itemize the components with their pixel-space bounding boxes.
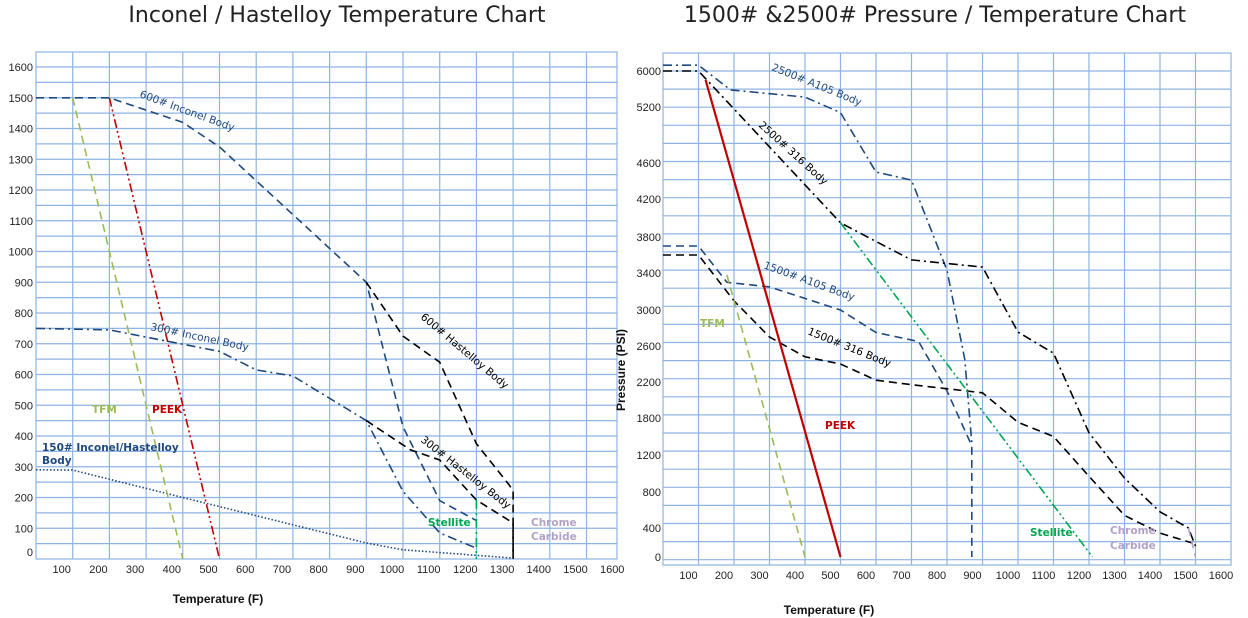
series-2500-316-body xyxy=(663,70,1197,547)
y-tick-label: 800 xyxy=(15,308,33,320)
y-tick-label: 2600 xyxy=(637,341,661,353)
series-chrome-carbide xyxy=(1187,527,1197,558)
x-tick-label: 900 xyxy=(963,570,981,582)
y-tick-label: 3800 xyxy=(637,232,661,244)
right-y-axis-label: Pressure (PSI) xyxy=(614,329,628,411)
label-peek: PEEK xyxy=(825,420,856,432)
series-peek xyxy=(108,97,221,560)
y-tick-label: 400 xyxy=(643,523,661,535)
label-chrome-carbide-line2: Carbide xyxy=(531,531,577,543)
label-tfm: TFM xyxy=(92,404,117,416)
y-tick-label: 1100 xyxy=(9,216,33,228)
y-tick-label: 1800 xyxy=(637,413,661,425)
x-tick-label: 600 xyxy=(236,564,254,576)
label-peek: PEEK xyxy=(152,404,183,416)
left-chart: 100 200 300 400 500 600 700 800 900 1000 1100 1200 1… xyxy=(9,51,624,576)
x-tick-label: 1200 xyxy=(1067,570,1091,582)
x-tick-label: 200 xyxy=(89,564,107,576)
x-tick-label: 500 xyxy=(821,570,839,582)
series-600-hastelloy-body xyxy=(365,281,514,559)
x-tick-label: 100 xyxy=(53,564,71,576)
y-tick-label: 3000 xyxy=(637,305,661,317)
x-tick-label: 200 xyxy=(715,570,733,582)
y-tick-label: 1200 xyxy=(9,185,33,197)
series-peek xyxy=(704,79,842,558)
y-tick-label: 300 xyxy=(15,462,33,474)
series-stellite xyxy=(839,222,1094,558)
series-1500-316-body xyxy=(663,254,1196,545)
x-tick-label: 900 xyxy=(346,564,364,576)
y-tick-label: 1300 xyxy=(9,154,33,166)
y-tick-label: 0 xyxy=(27,547,33,559)
x-tick-label: 1200 xyxy=(453,564,477,576)
x-tick-label: 800 xyxy=(309,564,327,576)
label-tfm: TFM xyxy=(700,318,725,330)
x-tick-label: 1300 xyxy=(490,564,514,576)
x-tick-label: 1400 xyxy=(527,564,551,576)
y-tick-label: 800 xyxy=(643,487,661,499)
x-tick-label: 1500 xyxy=(1173,570,1197,582)
x-tick-label: 300 xyxy=(750,570,768,582)
y-tick-label: 1600 xyxy=(9,62,33,74)
series-tfm xyxy=(71,97,184,560)
series-1500-a105-body xyxy=(663,245,973,557)
x-tick-label: 500 xyxy=(199,564,217,576)
series-300-hastelloy-body xyxy=(365,419,514,559)
y-tick-label: 5200 xyxy=(637,102,661,114)
y-tick-label: 2200 xyxy=(637,377,661,389)
right-x-axis-label: Temperature (F) xyxy=(784,603,874,617)
y-tick-label: 900 xyxy=(15,277,33,289)
x-tick-label: 1000 xyxy=(380,564,404,576)
y-tick-label: 700 xyxy=(15,339,33,351)
left-chart-title: Inconel / Hastelloy Temperature Chart xyxy=(128,3,546,28)
x-tick-label: 400 xyxy=(786,570,804,582)
label-chrome-carbide: Chrome xyxy=(531,517,577,529)
label-chrome-carbide-line2: Carbide xyxy=(1110,540,1156,552)
y-tick-label: 0 xyxy=(655,552,661,564)
x-tick-label: 1600 xyxy=(1209,570,1233,582)
y-tick-label: 1400 xyxy=(9,124,33,136)
y-tick-label: 3400 xyxy=(637,268,661,280)
label-150-body-line2: Body xyxy=(42,455,72,467)
x-tick-label: 600 xyxy=(857,570,875,582)
y-tick-label: 400 xyxy=(15,431,33,443)
x-tick-label: 1500 xyxy=(563,564,587,576)
right-chart: 100 200 300 400 500 600 700 800 900 1000 1100 1200 1… xyxy=(637,52,1233,582)
x-tick-label: 1300 xyxy=(1102,570,1126,582)
label-chrome-carbide: Chrome xyxy=(1110,525,1156,537)
plot-area xyxy=(35,51,618,560)
x-tick-label: 800 xyxy=(928,570,946,582)
series-2500-a105-body xyxy=(663,64,973,443)
y-tick-label: 500 xyxy=(15,400,33,412)
y-tick-label: 4600 xyxy=(637,158,661,170)
y-tick-label: 200 xyxy=(15,493,33,505)
x-tick-label: 400 xyxy=(163,564,181,576)
label-stellite: Stellite xyxy=(1030,527,1073,539)
series-600-inconel-body xyxy=(36,97,477,522)
y-tick-label: 6000 xyxy=(637,66,661,78)
x-tick-label: 1000 xyxy=(996,570,1020,582)
x-tick-label: 1400 xyxy=(1138,570,1162,582)
right-chart-title: 1500# &2500# Pressure / Temperature Char… xyxy=(684,3,1187,28)
series-tfm xyxy=(726,274,806,558)
y-tick-label: 1200 xyxy=(637,450,661,462)
y-tick-label: 100 xyxy=(15,523,33,535)
x-tick-label: 700 xyxy=(273,564,291,576)
y-tick-label: 4200 xyxy=(637,194,661,206)
y-tick-label: 1000 xyxy=(9,247,33,259)
left-x-axis-label: Temperature (F) xyxy=(173,592,263,606)
label-150-body: 150# Inconel/Hastelloy xyxy=(42,442,179,454)
x-tick-label: 300 xyxy=(126,564,144,576)
y-tick-label: 1500 xyxy=(9,93,33,105)
x-tick-label: 1600 xyxy=(600,564,624,576)
x-tick-label: 1100 xyxy=(417,564,441,576)
x-tick-label: 1100 xyxy=(1032,570,1056,582)
x-tick-label: 700 xyxy=(892,570,910,582)
label-stellite: Stellite xyxy=(428,517,471,529)
x-tick-label: 100 xyxy=(679,570,697,582)
y-tick-label: 600 xyxy=(15,370,33,382)
